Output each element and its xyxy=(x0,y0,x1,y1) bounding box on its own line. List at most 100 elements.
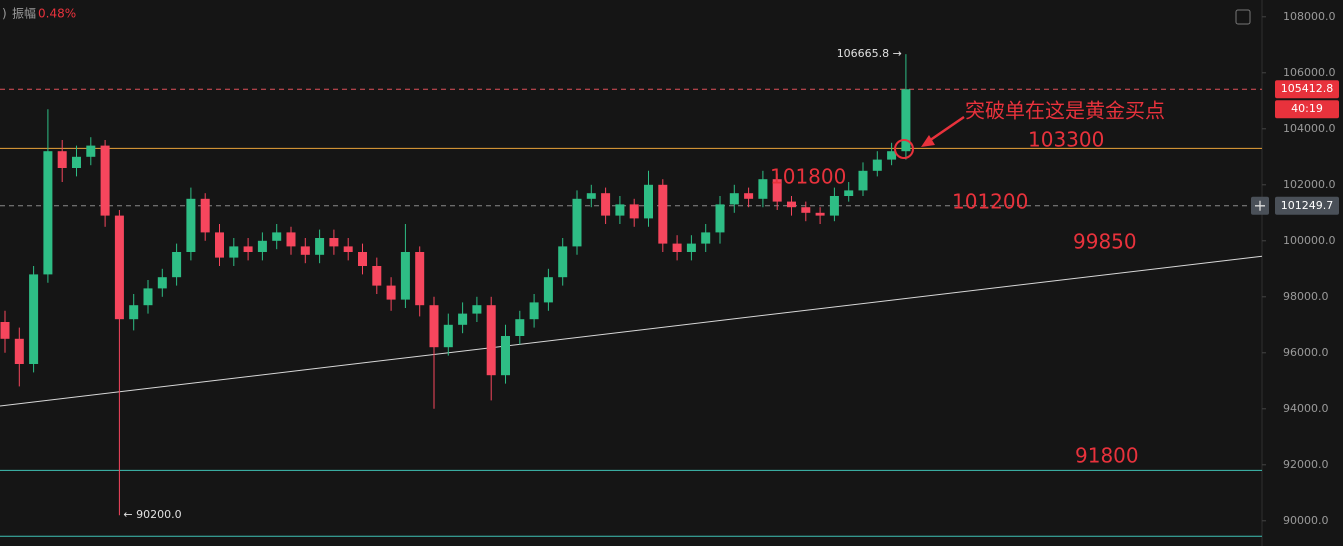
amplitude-value: 0.48% xyxy=(38,7,76,21)
candle-body xyxy=(186,198,196,252)
candle-body xyxy=(801,207,811,213)
annotation-arrowhead xyxy=(921,135,935,147)
candle-body xyxy=(358,252,367,266)
candle-body xyxy=(386,285,396,300)
price-tag-box xyxy=(1275,80,1339,99)
candle-body xyxy=(0,322,10,339)
candle-body xyxy=(844,190,854,196)
candle-body xyxy=(887,151,897,160)
y-tick-label: 94000.0 xyxy=(1283,402,1329,415)
candle-body xyxy=(72,156,81,168)
amplitude-label: 振幅 xyxy=(12,6,36,21)
candle-body xyxy=(758,179,768,199)
candle-body xyxy=(572,198,582,247)
candle-body xyxy=(272,232,282,241)
candle-body xyxy=(215,232,224,258)
candle-body xyxy=(586,193,596,199)
price-tag: 101249.7 xyxy=(1281,199,1334,212)
candle-body xyxy=(672,243,682,252)
countdown: 40:19 xyxy=(1291,102,1323,115)
candle-body xyxy=(172,252,182,278)
annotation: 103300 xyxy=(1028,128,1104,152)
y-tick-label: 90000.0 xyxy=(1283,514,1329,527)
candle-body xyxy=(443,324,453,348)
candle-body xyxy=(372,266,382,286)
candle-body xyxy=(629,204,639,219)
candle-body xyxy=(200,198,210,233)
candle-body xyxy=(601,193,611,216)
candle-body xyxy=(129,305,139,320)
annotation: 101200 xyxy=(952,190,1028,214)
clip-paren: ) xyxy=(2,7,7,21)
candle-body xyxy=(787,201,796,208)
candle-body xyxy=(615,204,625,216)
candle-body xyxy=(257,240,267,252)
high-marker: 106665.8 → xyxy=(837,47,902,60)
candle-body xyxy=(686,243,696,252)
candle-body xyxy=(400,252,410,300)
candle-body xyxy=(729,193,739,205)
candle-body xyxy=(644,184,653,219)
candle-body xyxy=(157,277,167,289)
candle-body xyxy=(86,145,96,157)
candle-body xyxy=(100,145,110,216)
candle-body xyxy=(286,232,296,247)
axis-layer: 108000.0 106000.0 104000.0 102000.0 100000.0… xyxy=(1251,10,1339,527)
breakout-circle xyxy=(894,139,914,159)
candle-body xyxy=(701,232,711,244)
candle-body xyxy=(558,246,568,278)
candle-body xyxy=(858,170,868,191)
candle-body xyxy=(543,277,553,303)
candle-body xyxy=(343,246,353,252)
candle-body xyxy=(300,246,310,255)
candle-body xyxy=(501,336,510,376)
candle-body xyxy=(744,193,754,199)
y-tick-label: 102000.0 xyxy=(1283,178,1336,191)
y-tick-label: 92000.0 xyxy=(1283,458,1329,471)
low-marker: ← 90200.0 xyxy=(123,508,181,521)
candle-body xyxy=(515,319,525,336)
y-tick-label: 104000.0 xyxy=(1283,122,1336,135)
candle-body xyxy=(243,246,253,252)
candle-body xyxy=(229,246,239,258)
candle-body xyxy=(772,179,782,202)
candle-body xyxy=(29,274,39,364)
candle-body xyxy=(143,288,153,306)
candle-body xyxy=(472,305,482,314)
y-tick-label: 106000.0 xyxy=(1283,66,1336,79)
candle-body xyxy=(486,305,496,376)
candle-body xyxy=(829,196,839,216)
annotation-arrow xyxy=(925,115,965,145)
y-tick-label: 100000.0 xyxy=(1283,234,1336,247)
candle-body xyxy=(43,151,53,275)
candle-body xyxy=(114,215,124,320)
candle-body xyxy=(872,159,882,171)
candle-body xyxy=(658,184,668,244)
plus-icon xyxy=(1255,200,1265,211)
annotation: 99850 xyxy=(1073,230,1137,254)
countdown-box xyxy=(1275,100,1339,119)
annotation: 101800 xyxy=(770,165,846,189)
annotation: 突破单在这是黄金买点 xyxy=(965,99,1165,123)
price-tag-box xyxy=(1275,196,1339,215)
candle-body xyxy=(715,204,725,233)
candle-body xyxy=(901,89,911,152)
y-tick-label: 96000.0 xyxy=(1283,346,1329,359)
candles-layer: 106665.8 → ← 90200.0 xyxy=(0,47,911,521)
fullscreen-button[interactable] xyxy=(1235,9,1251,25)
candle-body xyxy=(315,238,325,255)
candle-body xyxy=(57,151,67,168)
y-tick-label: 98000.0 xyxy=(1283,290,1329,303)
candle-body xyxy=(14,338,24,364)
annotation: 91800 xyxy=(1075,444,1139,468)
candle-body xyxy=(815,212,825,216)
y-tick-label: 108000.0 xyxy=(1283,10,1336,23)
candle-body xyxy=(415,252,425,306)
price-tag: 105412.8 xyxy=(1281,82,1334,95)
candle-body xyxy=(529,302,539,320)
candle-body xyxy=(429,305,439,348)
candle-body xyxy=(458,313,468,325)
